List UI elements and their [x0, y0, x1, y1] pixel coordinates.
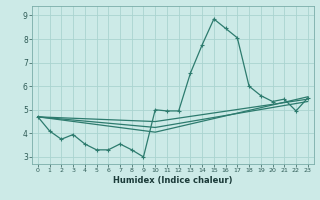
X-axis label: Humidex (Indice chaleur): Humidex (Indice chaleur)	[113, 176, 233, 185]
